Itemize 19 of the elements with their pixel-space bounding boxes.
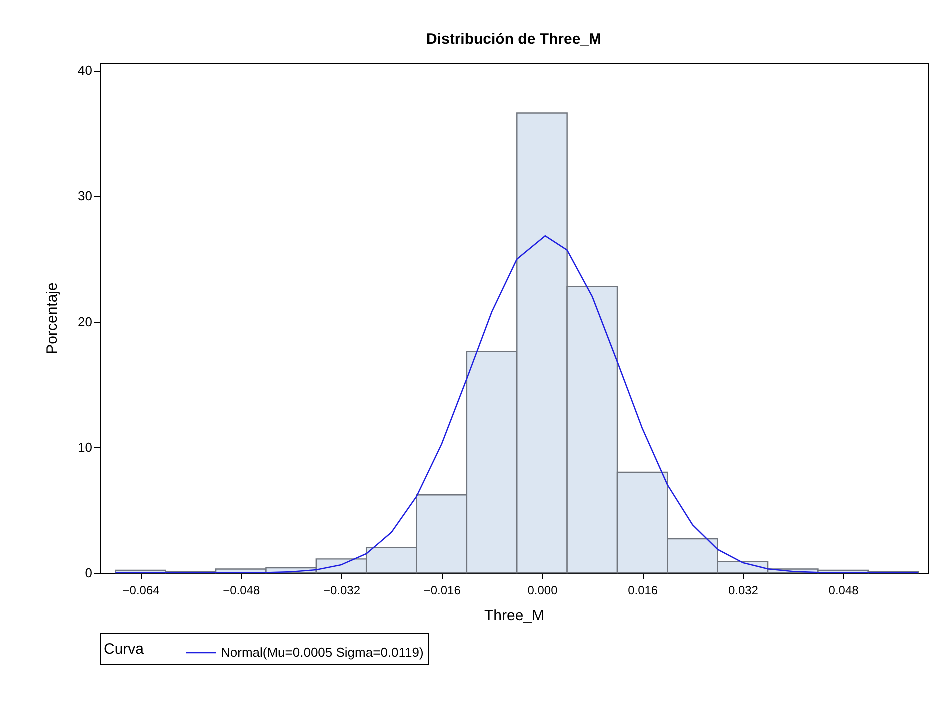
x-tick-label: −0.064 bbox=[122, 584, 160, 598]
legend-title: Curva bbox=[104, 641, 145, 658]
x-tick-label: 0.032 bbox=[728, 584, 759, 598]
legend-label: Normal(Mu=0.0005 Sigma=0.0119) bbox=[221, 645, 424, 660]
x-tick-label: −0.032 bbox=[323, 584, 361, 598]
x-axis-title: Three_M bbox=[484, 608, 545, 624]
x-tick-label: −0.016 bbox=[424, 584, 462, 598]
y-tick-label: 30 bbox=[78, 188, 92, 204]
y-tick-label: 40 bbox=[78, 63, 92, 78]
x-tick-label: 0.048 bbox=[828, 584, 860, 598]
y-tick-label: 10 bbox=[78, 440, 92, 455]
x-tick-label: 0.000 bbox=[528, 584, 558, 598]
y-tick-label: 20 bbox=[78, 314, 92, 330]
x-tick-label: −0.048 bbox=[223, 584, 260, 598]
y-axis-title: Porcentaje bbox=[44, 282, 62, 354]
x-tick-label: 0.016 bbox=[628, 584, 658, 598]
chart-title: Distribución de Three_M bbox=[426, 31, 602, 48]
line-series bbox=[115, 235, 920, 573]
y-tick-label: 0 bbox=[85, 566, 92, 580]
